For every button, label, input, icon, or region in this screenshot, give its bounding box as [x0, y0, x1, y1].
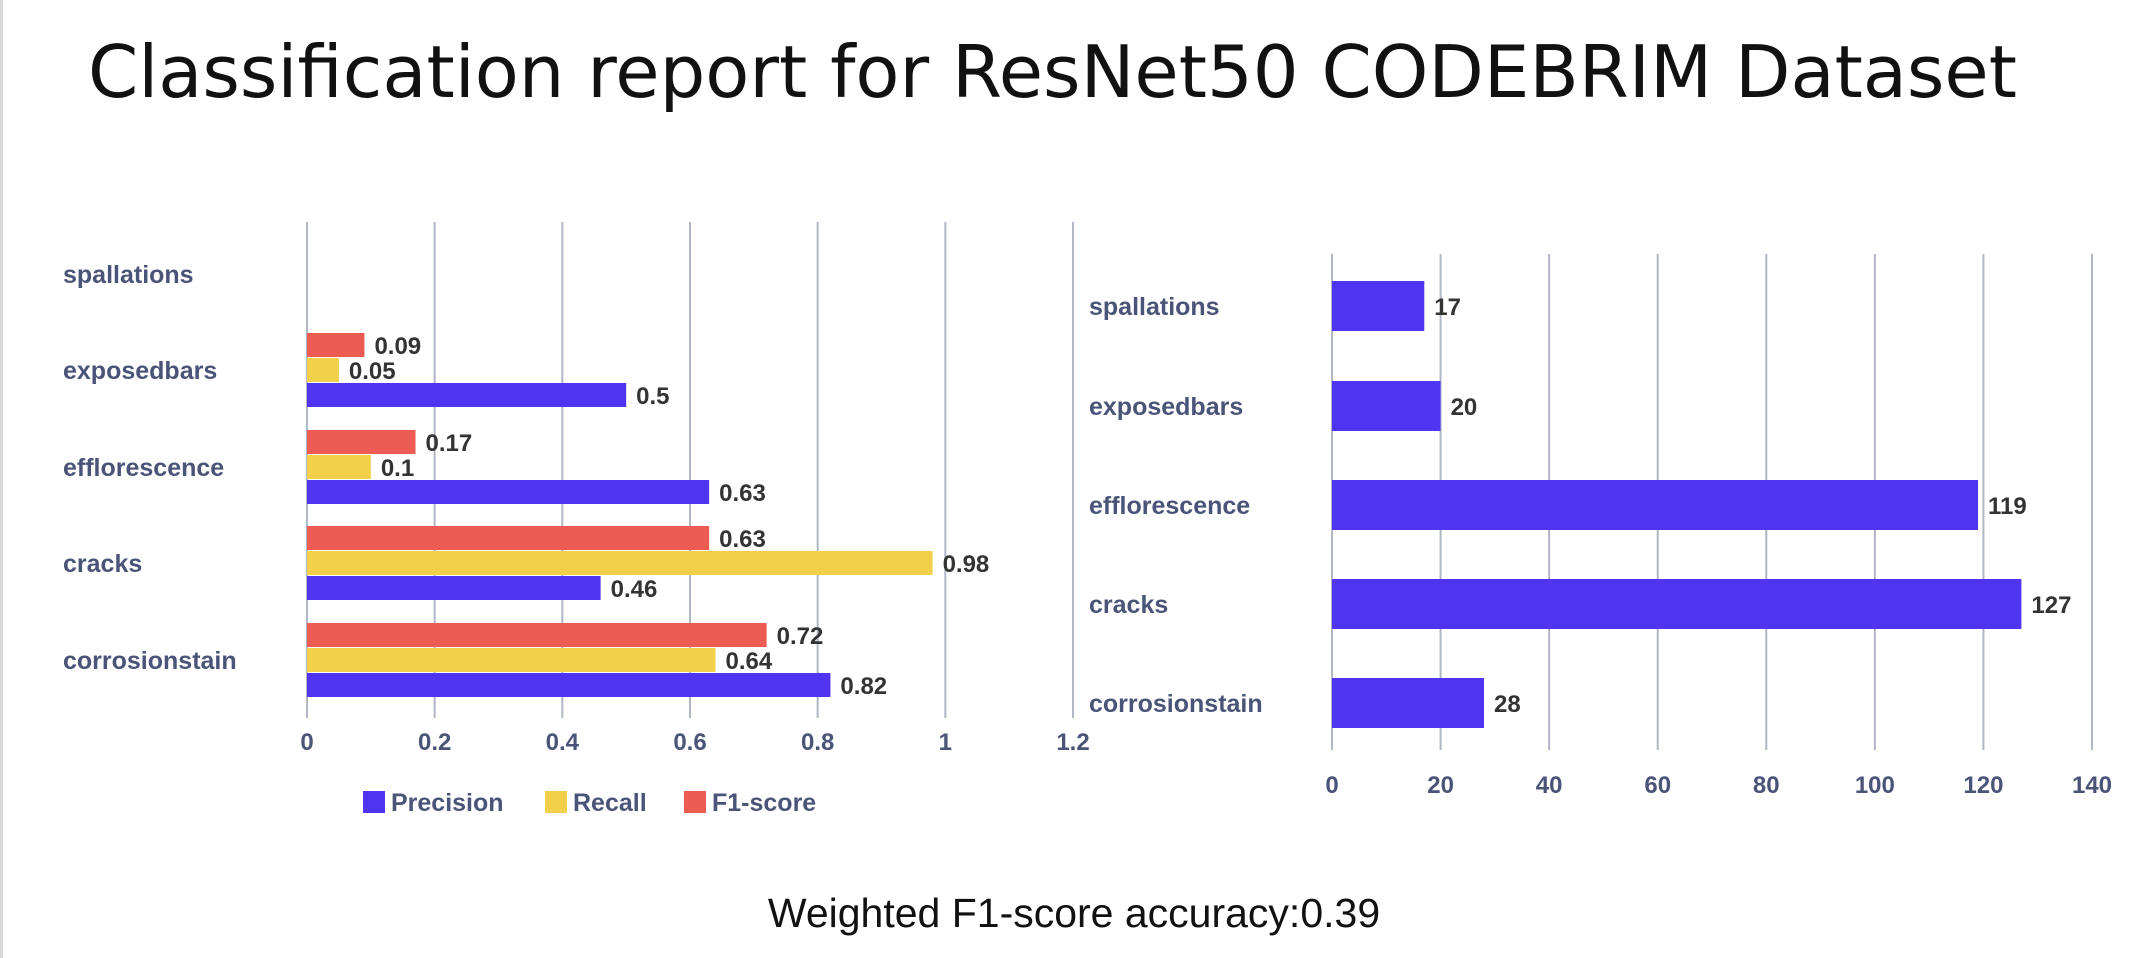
data-label: 0.63	[719, 526, 766, 553]
x-tick-label: 0.4	[546, 729, 580, 756]
data-label: 0.72	[777, 623, 824, 650]
x-tick-label: 0.6	[673, 729, 706, 756]
category-label: cracks	[1089, 591, 1168, 619]
bar-support	[1332, 480, 1978, 530]
data-label: 127	[2031, 592, 2071, 619]
data-label: 0.09	[374, 333, 421, 360]
category-label: exposedbars	[1089, 393, 1243, 421]
x-tick-label: 1.2	[1056, 729, 1089, 756]
data-label: 119	[1988, 493, 2027, 520]
left-border	[0, 0, 3, 958]
category-label: corrosionstain	[1089, 690, 1263, 718]
bar-recall	[307, 455, 371, 479]
x-tick-label: 1	[939, 729, 952, 756]
category-label: corrosionstain	[63, 647, 237, 675]
x-tick-label: 100	[1855, 772, 1895, 799]
legend-label-precision: Precision	[391, 789, 504, 817]
data-label: 0.5	[636, 383, 669, 410]
x-tick-label: 120	[1963, 772, 2003, 799]
data-label: 0.82	[840, 673, 887, 700]
category-label: efflorescence	[63, 454, 224, 482]
bar-f1-score	[307, 333, 365, 357]
data-label: 20	[1451, 394, 1478, 421]
category-label: efflorescence	[1089, 492, 1250, 520]
bar-recall	[307, 551, 933, 575]
bar-recall	[307, 358, 339, 382]
bar-support	[1332, 281, 1425, 331]
x-tick-label: 80	[1753, 772, 1780, 799]
bar-precision	[307, 673, 831, 697]
page-title: Classification report for ResNet50 CODEB…	[88, 30, 2017, 114]
legend-label-f1-score: F1-score	[712, 789, 816, 817]
bar-support	[1332, 381, 1441, 431]
category-label: exposedbars	[63, 357, 217, 385]
category-label: spallations	[1089, 293, 1220, 321]
legend-swatch-recall	[545, 791, 567, 813]
legend-label-recall: Recall	[573, 789, 647, 817]
x-tick-label: 0	[1325, 772, 1338, 799]
data-label: 0.98	[943, 551, 990, 578]
data-label: 0.17	[426, 430, 473, 457]
bar-support	[1332, 579, 2022, 629]
bar-f1-score	[307, 623, 767, 647]
x-tick-label: 20	[1427, 772, 1454, 799]
x-tick-label: 0.2	[418, 729, 451, 756]
x-tick-label: 140	[2072, 772, 2112, 799]
bar-support	[1332, 678, 1484, 728]
data-label: 0.46	[611, 576, 658, 603]
bar-recall	[307, 648, 716, 672]
bar-precision	[307, 480, 710, 504]
legend-swatch-precision	[363, 791, 385, 813]
bar-precision	[307, 383, 627, 407]
category-label: spallations	[63, 261, 194, 289]
x-tick-label: 0.8	[801, 729, 834, 756]
bar-f1-score	[307, 430, 416, 454]
bar-f1-score	[307, 526, 710, 550]
data-label: 0.1	[381, 455, 414, 482]
x-tick-label: 60	[1644, 772, 1671, 799]
category-label: cracks	[63, 550, 142, 578]
data-label: 0.63	[719, 480, 766, 507]
legend-swatch-f1-score	[684, 791, 706, 813]
data-label: 17	[1434, 294, 1461, 321]
data-label: 28	[1494, 691, 1521, 718]
x-tick-label: 40	[1536, 772, 1563, 799]
data-label: 0.05	[349, 358, 396, 385]
bar-precision	[307, 576, 601, 600]
weighted-f1-footer: Weighted F1-score accuracy:0.39	[767, 890, 1381, 936]
data-label: 0.64	[726, 648, 773, 675]
x-tick-label: 0	[300, 729, 313, 756]
